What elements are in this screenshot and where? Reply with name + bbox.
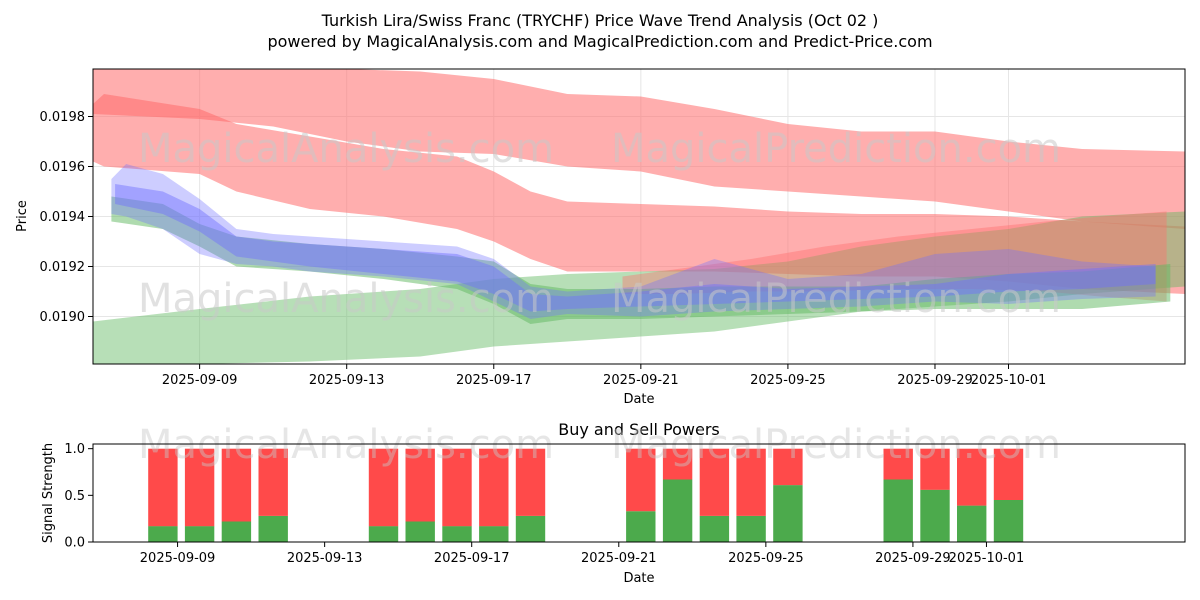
buy-bar — [442, 526, 472, 542]
band-red-upper — [93, 69, 1185, 229]
price-x-axis-label: Date — [623, 392, 654, 407]
buy-bar — [221, 521, 252, 542]
sell-bar — [258, 448, 288, 516]
signal-x-tick-label: 2025-09-09 — [140, 551, 216, 566]
sell-bar — [699, 448, 730, 516]
watermark-bottom-left: MagicalAnalysis.com — [138, 422, 554, 468]
chart-title: Turkish Lira/Swiss Franc (TRYCHF) Price … — [321, 11, 879, 30]
buy-bar — [736, 515, 766, 542]
buy-bar — [626, 511, 656, 542]
sell-bar — [957, 448, 987, 506]
buy-bar — [405, 521, 435, 542]
signal-plot-frame — [92, 443, 1186, 543]
price-y-tick-label: 0.0190 — [40, 310, 86, 325]
price-y-tick-label: 0.0198 — [40, 110, 86, 125]
buy-bar — [699, 515, 730, 542]
price-x-tick-label: 2025-09-25 — [750, 373, 826, 388]
signal-y-axis: 0.0 0.5 1.0 — [64, 442, 93, 551]
band-red-lower — [93, 94, 1185, 294]
price-x-tick-label: 2025-09-09 — [162, 373, 238, 388]
watermark-top-left: MagicalAnalysis.com — [138, 126, 554, 172]
sell-bar — [662, 448, 693, 480]
price-chart-panel: MagicalAnalysis.com MagicalPrediction.co… — [15, 68, 1186, 407]
buy-bar — [883, 479, 913, 542]
buy-bar — [148, 526, 178, 542]
price-y-tick-label: 0.0194 — [40, 210, 86, 225]
buy-bar — [479, 526, 509, 542]
price-x-tick-label: 2025-09-13 — [309, 373, 385, 388]
sell-bar — [920, 448, 950, 490]
price-x-tick-label: 2025-10-01 — [971, 373, 1047, 388]
watermark-mid-right: MagicalPrediction.com — [611, 276, 1061, 322]
signal-y-tick-label: 0.5 — [64, 489, 85, 504]
band-green-core — [111, 196, 1171, 324]
watermark-bottom-right: MagicalPrediction.com — [611, 422, 1061, 468]
signal-bars — [148, 448, 1024, 542]
signal-y-tick-label: 0.0 — [64, 536, 85, 551]
signal-chart-title: Buy and Sell Powers — [558, 420, 720, 439]
price-y-tick-label: 0.0192 — [40, 260, 86, 275]
price-x-axis: 2025-09-09 2025-09-13 2025-09-17 2025-09-21… — [162, 364, 1046, 388]
watermark-mid-left: MagicalAnalysis.com — [138, 276, 554, 322]
signal-x-tick-label: 2025-09-21 — [581, 551, 657, 566]
buy-bar — [515, 515, 546, 542]
sell-bar — [626, 448, 656, 512]
signal-x-tick-label: 2025-09-13 — [287, 551, 363, 566]
signal-x-tick-label: 2025-09-29 — [875, 551, 951, 566]
sell-bar — [405, 448, 435, 522]
watermark-top-right: MagicalPrediction.com — [611, 126, 1061, 172]
sell-bar — [883, 448, 913, 480]
price-y-axis-label: Price — [15, 200, 30, 232]
sell-bar — [479, 448, 509, 527]
buy-bar — [662, 479, 693, 542]
buy-bar — [184, 526, 215, 542]
sell-bar — [515, 448, 546, 516]
buy-bar — [773, 485, 803, 542]
sell-bar — [184, 448, 215, 527]
signal-x-tick-label: 2025-10-01 — [949, 551, 1025, 566]
band-teal-main — [115, 184, 1156, 312]
price-bands — [93, 69, 1185, 364]
sell-bar — [368, 448, 399, 527]
price-y-axis: 0.0190 0.0192 0.0194 0.0196 0.0198 — [40, 110, 93, 325]
price-x-tick-label: 2025-09-29 — [897, 373, 973, 388]
signal-x-axis: 2025-09-09 2025-09-13 2025-09-17 2025-09-21… — [140, 542, 1024, 566]
buy-bar — [368, 526, 399, 542]
sell-bar — [148, 448, 178, 527]
signal-x-tick-label: 2025-09-25 — [728, 551, 804, 566]
price-y-tick-label: 0.0196 — [40, 160, 86, 175]
band-blue-wave — [111, 164, 1156, 319]
sell-bar — [773, 448, 803, 486]
signal-y-axis-label: Signal Strength — [41, 443, 56, 543]
sell-bar — [442, 448, 472, 527]
sell-bar — [736, 448, 766, 516]
sell-bar — [993, 448, 1024, 500]
signal-y-tick-label: 1.0 — [64, 442, 85, 457]
price-x-tick-label: 2025-09-17 — [456, 373, 532, 388]
signal-x-tick-label: 2025-09-17 — [434, 551, 510, 566]
band-green-wide — [93, 211, 1185, 364]
signal-x-axis-label: Date — [623, 571, 654, 586]
price-x-tick-label: 2025-09-21 — [603, 373, 679, 388]
sell-bar — [221, 448, 252, 522]
buy-bar — [920, 489, 950, 542]
buy-bar — [993, 500, 1024, 542]
signal-chart-panel: Buy and Sell Powers MagicalAnalysis.com … — [41, 420, 1186, 586]
buy-bar — [258, 515, 288, 542]
buy-bar — [957, 505, 987, 542]
chart-subtitle: powered by MagicalAnalysis.com and Magic… — [267, 32, 932, 51]
